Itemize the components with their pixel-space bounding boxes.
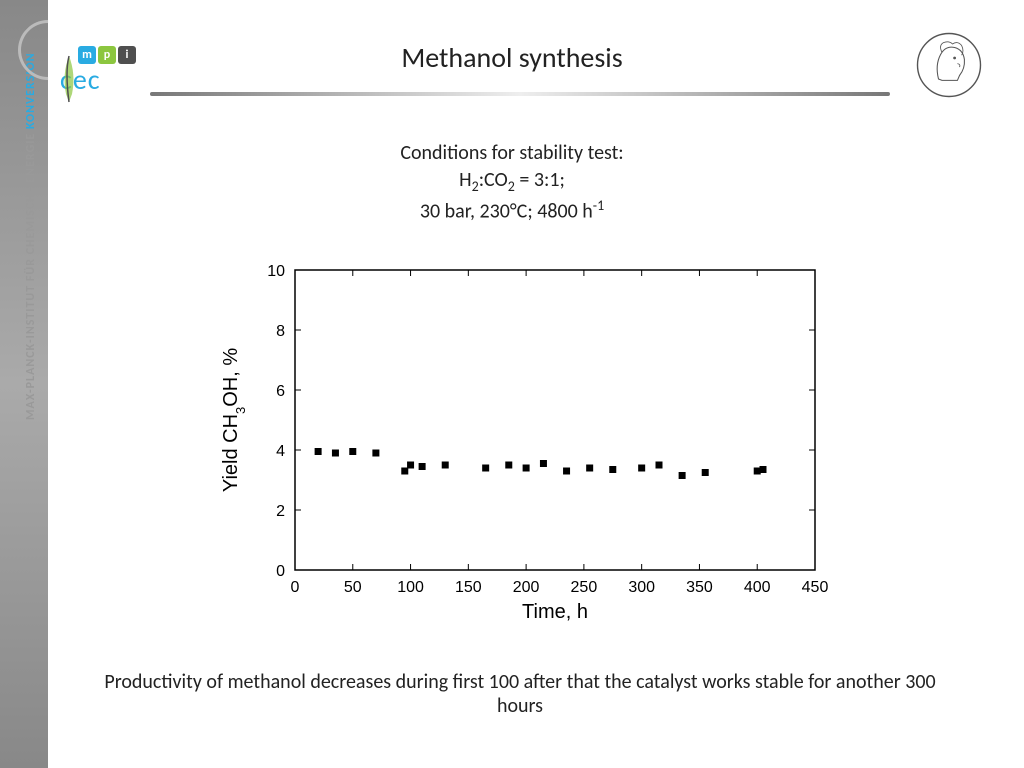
- svg-text:6: 6: [276, 383, 285, 400]
- chart-svg: 0 50 100 150 200 250 300 350 400 450 0 2 4 6 8 10 Time, …: [215, 260, 835, 630]
- svg-text:300: 300: [628, 579, 655, 596]
- svg-text:0: 0: [291, 579, 300, 596]
- sidebar-band: MAX-PLANCK-INSTITUT FÜR CHEMISCHE ENERGI…: [0, 0, 48, 768]
- title-divider: [150, 92, 890, 96]
- svg-text:50: 50: [344, 579, 362, 596]
- institute-name: MAX-PLANCK-INSTITUT FÜR CHEMISCHE ENERGI…: [24, 52, 38, 420]
- conditions-text: Conditions for stability test: H2:CO2 = …: [0, 140, 1024, 226]
- conditions-line1: Conditions for stability test:: [0, 140, 1024, 167]
- yield-chart: 0 50 100 150 200 250 300 350 400 450 0 2 4 6 8 10 Time, …: [215, 260, 835, 630]
- svg-text:150: 150: [455, 579, 482, 596]
- svg-text:450: 450: [802, 579, 829, 596]
- svg-text:200: 200: [513, 579, 540, 596]
- svg-text:10: 10: [267, 263, 285, 280]
- svg-text:8: 8: [276, 323, 285, 340]
- svg-text:Yield CH3OH, %: Yield CH3OH, %: [220, 348, 248, 493]
- svg-text:2: 2: [276, 503, 285, 520]
- svg-text:Time, h: Time, h: [522, 601, 588, 623]
- svg-text:400: 400: [744, 579, 771, 596]
- conditions-line3: 30 bar, 230°C; 4800 h-1: [0, 197, 1024, 226]
- svg-text:350: 350: [686, 579, 713, 596]
- footer-note: Productivity of methanol decreases durin…: [90, 670, 950, 718]
- svg-text:0: 0: [276, 563, 285, 580]
- svg-text:100: 100: [397, 579, 424, 596]
- slide-title: Methanol synthesis: [0, 40, 1024, 75]
- conditions-line2: H2:CO2 = 3:1;: [0, 167, 1024, 197]
- svg-text:4: 4: [276, 443, 285, 460]
- svg-text:250: 250: [571, 579, 598, 596]
